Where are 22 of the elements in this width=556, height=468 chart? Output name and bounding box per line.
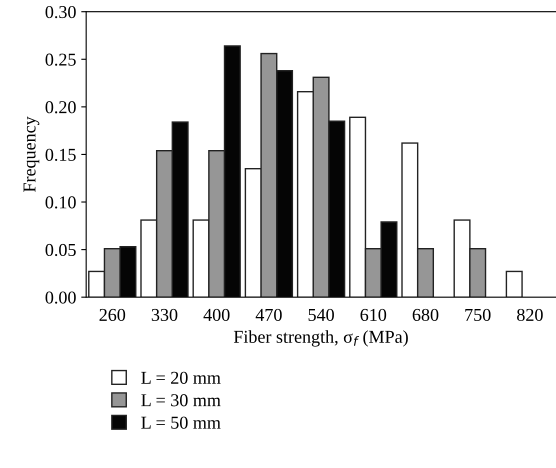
y-tick-label: 0.15 [46, 148, 76, 161]
legend-label: L = 50 mm [141, 416, 221, 429]
x-tick-label: 680 [412, 308, 438, 321]
x-tick-label: 750 [465, 308, 491, 321]
x-tick-label: 400 [203, 308, 230, 321]
x-tick-label: 610 [360, 308, 386, 321]
y-tick-label: 0.05 [46, 244, 76, 256]
legend-label: L = 30 mm [141, 394, 221, 406]
bar [506, 270, 523, 298]
x-tick-label: 260 [100, 308, 126, 321]
x-tick-label: 470 [256, 308, 282, 321]
x-axis-title: Fiber strength, σ$_{f}$ (MPa) [234, 330, 408, 347]
y-axis-title: Frequency [24, 116, 40, 192]
y-tick-label: 0.00 [46, 291, 76, 304]
x-tick-label: 330 [152, 308, 178, 321]
legend-label: L = 20 mm [141, 372, 221, 384]
x-tick-label: 820 [517, 308, 543, 321]
x-tick-label: 540 [308, 308, 334, 321]
y-tick-label: 0.10 [46, 196, 76, 209]
y-tick-label: 0.30 [46, 6, 76, 18]
y-tick-label: 0.25 [46, 54, 76, 66]
y-tick-label: 0.20 [46, 101, 76, 114]
